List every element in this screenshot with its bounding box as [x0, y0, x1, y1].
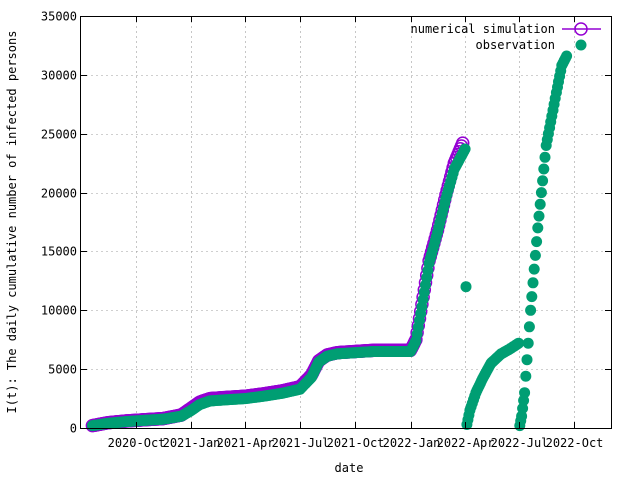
- y-tick-label: 10000: [41, 304, 77, 318]
- observation-point: [529, 249, 541, 261]
- plot-frame: [80, 16, 612, 429]
- observation-point: [535, 187, 547, 199]
- x-tick-label: 2021-Jan: [163, 436, 221, 450]
- x-tick-label: 2021-Oct: [327, 436, 385, 450]
- y-axis-label: I(t): The daily cumulative number of inf…: [5, 31, 19, 414]
- observation-point: [521, 354, 533, 366]
- observation-point: [459, 143, 471, 155]
- axis-ticks: 0 5000 10000 15000 20000 25000 30000 35000 2020-…: [41, 10, 611, 450]
- observation-point: [523, 321, 535, 333]
- observation-point: [538, 163, 550, 175]
- observation-point: [527, 277, 539, 289]
- series-layer: [85, 50, 573, 433]
- y-tick-label: 0: [70, 422, 77, 436]
- observation-point: [537, 175, 549, 187]
- y-tick-label: 20000: [41, 187, 77, 201]
- x-tick-label: 2021-Jul: [272, 436, 330, 450]
- x-tick-label: 2022-Oct: [546, 436, 604, 450]
- legend-label-simulation: numerical simulation: [411, 22, 556, 36]
- observation-point: [528, 263, 540, 275]
- observation-point: [522, 337, 534, 349]
- observation-point: [513, 337, 525, 349]
- observation-point: [561, 50, 573, 62]
- legend-marker-observation: [575, 39, 587, 51]
- x-tick-label: 2022-Jan: [383, 436, 441, 450]
- observation-point: [534, 198, 546, 210]
- observation-series: [86, 50, 573, 432]
- y-tick-label: 30000: [41, 69, 77, 83]
- legend-marker-simulation: [574, 22, 588, 36]
- legend-label-observation: observation: [476, 38, 555, 52]
- observation-point: [519, 387, 531, 399]
- observation-point: [526, 291, 538, 303]
- observation-point: [539, 151, 551, 163]
- simulation-line: [92, 142, 464, 427]
- observation-point: [531, 236, 543, 248]
- x-tick-label: 2020-Oct: [108, 436, 166, 450]
- observation-point: [460, 281, 472, 293]
- y-tick-label: 35000: [41, 10, 77, 24]
- y-tick-label: 25000: [41, 128, 77, 142]
- observation-point: [525, 304, 537, 316]
- x-tick-label: 2022-Apr: [437, 436, 495, 450]
- x-tick-label: 2021-Apr: [217, 436, 275, 450]
- y-tick-label: 5000: [48, 363, 77, 377]
- grid-lines: [81, 16, 611, 428]
- observation-point: [520, 370, 532, 382]
- y-tick-label: 15000: [41, 245, 77, 259]
- x-tick-label: 2022-Jul: [491, 436, 549, 450]
- x-axis-label: date: [335, 461, 364, 475]
- legend: numerical simulation observation: [411, 22, 601, 52]
- observation-point: [533, 210, 545, 222]
- observation-point: [532, 222, 544, 234]
